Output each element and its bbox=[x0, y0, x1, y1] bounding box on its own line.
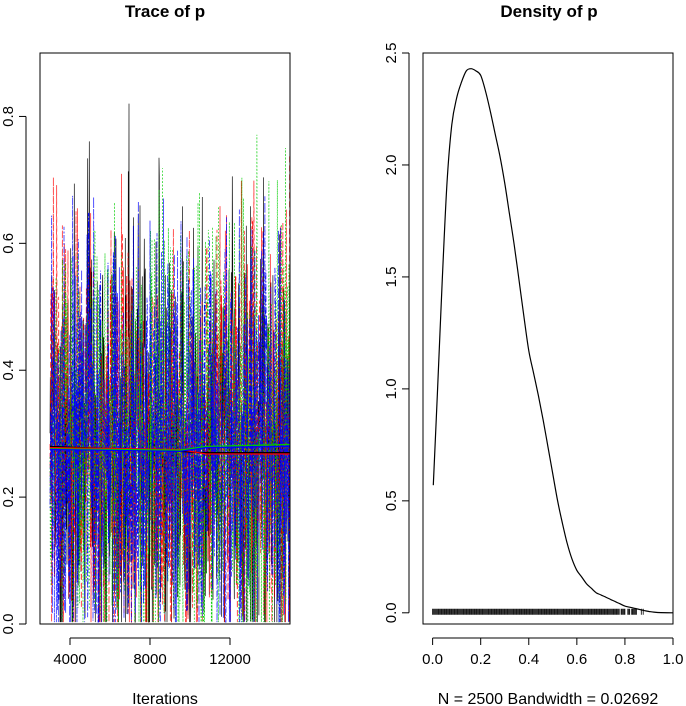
density-title: Density of p bbox=[500, 2, 597, 21]
density-y-tick-label: 0.0 bbox=[383, 602, 400, 623]
trace-y-tick-label: 0.6 bbox=[0, 233, 17, 254]
density-plot-frame bbox=[422, 52, 674, 625]
trace-x-axis: 4000 8000 12000 bbox=[53, 637, 251, 668]
density-y-tick-label: 1.0 bbox=[383, 378, 400, 399]
trace-title: Trace of p bbox=[125, 2, 205, 21]
density-y-tick-label: 2.0 bbox=[383, 155, 400, 176]
trace-y-axis: 0.0 0.2 0.4 0.6 0.8 bbox=[0, 106, 27, 635]
rug-marks bbox=[432, 608, 644, 615]
density-x-tick-label: 0.4 bbox=[518, 651, 539, 668]
density-x-tick-label: 0.8 bbox=[614, 651, 635, 668]
trace-x-tick-label: 8000 bbox=[133, 651, 166, 668]
trace-line-4 bbox=[49, 195, 290, 623]
density-panel: Density of p 0.0 0.2 0.4 0.6 0.8 1.0 0.0 0.5 1.… bbox=[383, 2, 683, 706]
density-y-axis: 0.0 0.5 1.0 1.5 2.0 2.5 bbox=[383, 43, 410, 623]
trace-y-tick-label: 0.2 bbox=[0, 487, 17, 508]
trace-x-tick-label: 4000 bbox=[53, 651, 86, 668]
density-y-tick-label: 1.5 bbox=[383, 266, 400, 287]
trace-running-means bbox=[49, 443, 290, 455]
density-y-tick-label: 2.5 bbox=[383, 43, 400, 64]
trace-y-tick-label: 0.4 bbox=[0, 360, 17, 381]
trace-series-group bbox=[49, 103, 290, 623]
density-x-tick-label: 0.0 bbox=[422, 651, 443, 668]
density-x-label: N = 2500 Bandwidth = 0.02692 bbox=[438, 691, 659, 706]
trace-x-tick-label: 12000 bbox=[209, 651, 251, 668]
trace-panel: Trace of p 4000 8000 12000 0.0 0.2 0.4 0.6 0.8… bbox=[0, 2, 291, 706]
trace-y-tick-label: 0.8 bbox=[0, 106, 17, 127]
density-x-tick-label: 0.6 bbox=[566, 651, 587, 668]
running-mean-line-2 bbox=[49, 446, 290, 455]
density-y-tick-label: 0.5 bbox=[383, 490, 400, 511]
running-mean-line-4 bbox=[49, 445, 290, 453]
density-rug bbox=[432, 608, 644, 615]
density-curve bbox=[432, 68, 674, 614]
density-x-axis: 0.0 0.2 0.4 0.6 0.8 1.0 bbox=[422, 637, 684, 668]
trace-x-label: Iterations bbox=[132, 691, 198, 706]
running-mean-line-3 bbox=[49, 443, 290, 451]
trace-y-tick-label: 0.0 bbox=[0, 614, 17, 635]
density-x-tick-label: 0.2 bbox=[470, 651, 491, 668]
density-x-tick-label: 1.0 bbox=[663, 651, 684, 668]
trace-plot-frame bbox=[39, 52, 291, 625]
